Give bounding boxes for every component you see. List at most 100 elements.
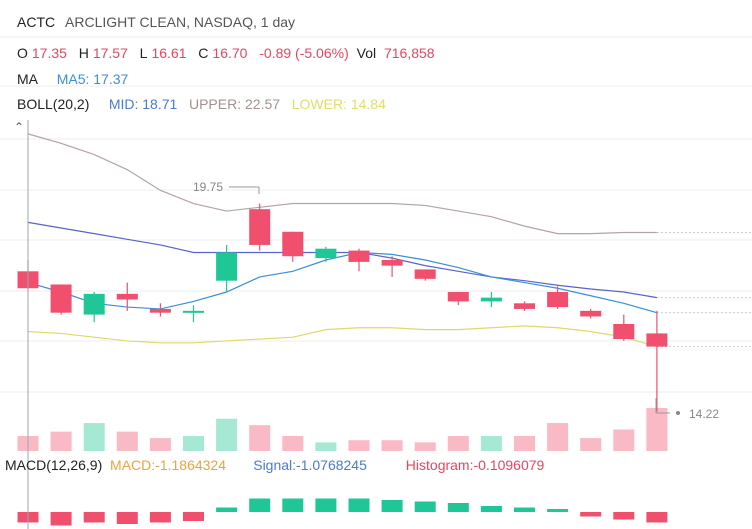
macd-bar xyxy=(414,501,436,512)
close-value: 16.70 xyxy=(212,45,248,61)
signal-value: Signal:-1.0768245 xyxy=(253,457,367,473)
ma-label: MA xyxy=(17,71,38,87)
candle-body xyxy=(547,292,569,308)
macd-bar xyxy=(613,512,635,520)
macd-bar xyxy=(514,507,535,512)
symbol-description: ARCLIGHT CLEAN, NASDAQ, 1 day xyxy=(65,14,296,30)
low-marker-annotation: 14.22 xyxy=(655,398,719,421)
low-marker-label: 14.22 xyxy=(689,407,719,421)
candle-body xyxy=(50,284,72,313)
macd-bar xyxy=(183,512,204,521)
symbol-header: ACTC ARCLIGHT CLEAN, NASDAQ, 1 day xyxy=(17,14,295,30)
macd-bar xyxy=(381,500,403,512)
ma-legend[interactable]: MA MA5: 17.37 xyxy=(17,71,128,87)
boll-lower-line xyxy=(27,325,658,348)
macd-histogram xyxy=(17,498,668,526)
boll-lower-value: LOWER: 14.84 xyxy=(291,96,386,112)
open-label: O xyxy=(17,45,28,61)
macd-bar xyxy=(480,506,502,512)
boll-upper-value: UPPER: 22.57 xyxy=(188,96,281,112)
macd-bar xyxy=(348,498,370,512)
candle-body xyxy=(183,310,204,313)
candle-body xyxy=(149,308,171,313)
change-value: -0.89 (-5.06%) xyxy=(259,45,349,61)
boll-label: BOLL(20,2) xyxy=(17,96,90,112)
open-value: 17.35 xyxy=(31,45,67,61)
volume-bar xyxy=(646,408,668,451)
macd-label: MACD(12,26,9) xyxy=(5,457,103,473)
high-marker-annotation: 19.75 xyxy=(193,180,260,194)
macd-bar xyxy=(50,512,72,526)
volume-bar xyxy=(249,425,271,451)
low-value: 16.61 xyxy=(151,45,187,61)
high-value: 17.57 xyxy=(92,45,128,61)
candle-body xyxy=(613,324,635,340)
macd-bar xyxy=(249,498,271,512)
candle-body xyxy=(381,260,403,266)
high-label: H xyxy=(78,45,89,61)
volume-bar xyxy=(83,423,105,451)
macd-bar xyxy=(646,512,668,523)
macd-legend[interactable]: MACD(12,26,9) MACD:-1.1864324 Signal:-1.… xyxy=(5,457,544,473)
volume-bar xyxy=(547,423,569,451)
bollinger-bands xyxy=(27,133,752,348)
candle-body xyxy=(348,250,370,262)
macd-bar xyxy=(149,512,171,523)
macd-bar xyxy=(282,498,304,512)
candle-body xyxy=(282,231,304,257)
macd-bar xyxy=(83,512,105,523)
boll-mid-line xyxy=(27,221,658,299)
ma5-value: MA5: 17.37 xyxy=(56,71,129,87)
candle-body xyxy=(646,333,668,347)
boll-upper-line xyxy=(27,133,657,235)
ohlc-legend: O 17.35 H 17.57 L 16.61 C 16.70 -0.89 (-5.06… xyxy=(17,45,439,61)
collapse-chevron-icon[interactable]: ⌃ xyxy=(14,120,25,134)
macd-value: MACD:-1.1864324 xyxy=(110,457,226,473)
candle-body xyxy=(83,293,105,315)
volume-bar xyxy=(348,440,370,451)
histogram-value: Histogram:-0.1096079 xyxy=(405,457,545,473)
low-label: L xyxy=(139,45,148,61)
volume-bar xyxy=(149,438,171,451)
volume-bar xyxy=(381,440,403,451)
volume-label: Vol xyxy=(356,45,377,61)
volume-bar xyxy=(414,442,436,451)
macd-bar xyxy=(116,512,138,524)
candlesticks xyxy=(17,203,668,412)
macd-bar xyxy=(547,509,569,512)
candle-body xyxy=(116,293,138,300)
symbol-ticker[interactable]: ACTC xyxy=(17,14,56,30)
high-marker-label: 19.75 xyxy=(193,180,223,194)
candle-body xyxy=(216,252,238,281)
volume-bar xyxy=(282,435,304,451)
chart-grid xyxy=(0,36,752,393)
volume-value: 716,858 xyxy=(383,45,435,61)
candle-body xyxy=(580,310,602,317)
volume-bar xyxy=(216,418,238,451)
candle-body xyxy=(249,209,271,245)
volume-bars xyxy=(17,408,668,451)
macd-bar xyxy=(580,512,602,517)
volume-bar xyxy=(50,431,72,451)
volume-bar xyxy=(580,438,602,451)
volume-bar xyxy=(480,435,502,451)
candle-body xyxy=(447,292,469,302)
volume-bar xyxy=(613,429,635,451)
volume-bar xyxy=(116,431,138,451)
ma5-line xyxy=(27,251,658,314)
candle-body xyxy=(480,297,502,302)
volume-bar xyxy=(315,442,337,451)
candle-body xyxy=(315,248,337,259)
candle-body xyxy=(514,303,535,309)
candle-body xyxy=(414,269,436,279)
macd-bar xyxy=(216,507,238,512)
volume-bar xyxy=(447,435,469,451)
macd-bar xyxy=(315,498,337,512)
close-label: C xyxy=(198,45,209,61)
macd-bar xyxy=(447,503,469,512)
boll-mid-value: MID: 18.71 xyxy=(108,96,178,112)
volume-bar xyxy=(514,435,535,451)
volume-bar xyxy=(183,435,204,451)
boll-legend[interactable]: BOLL(20,2) MID: 18.71 UPPER: 22.57 LOWER… xyxy=(17,96,386,112)
